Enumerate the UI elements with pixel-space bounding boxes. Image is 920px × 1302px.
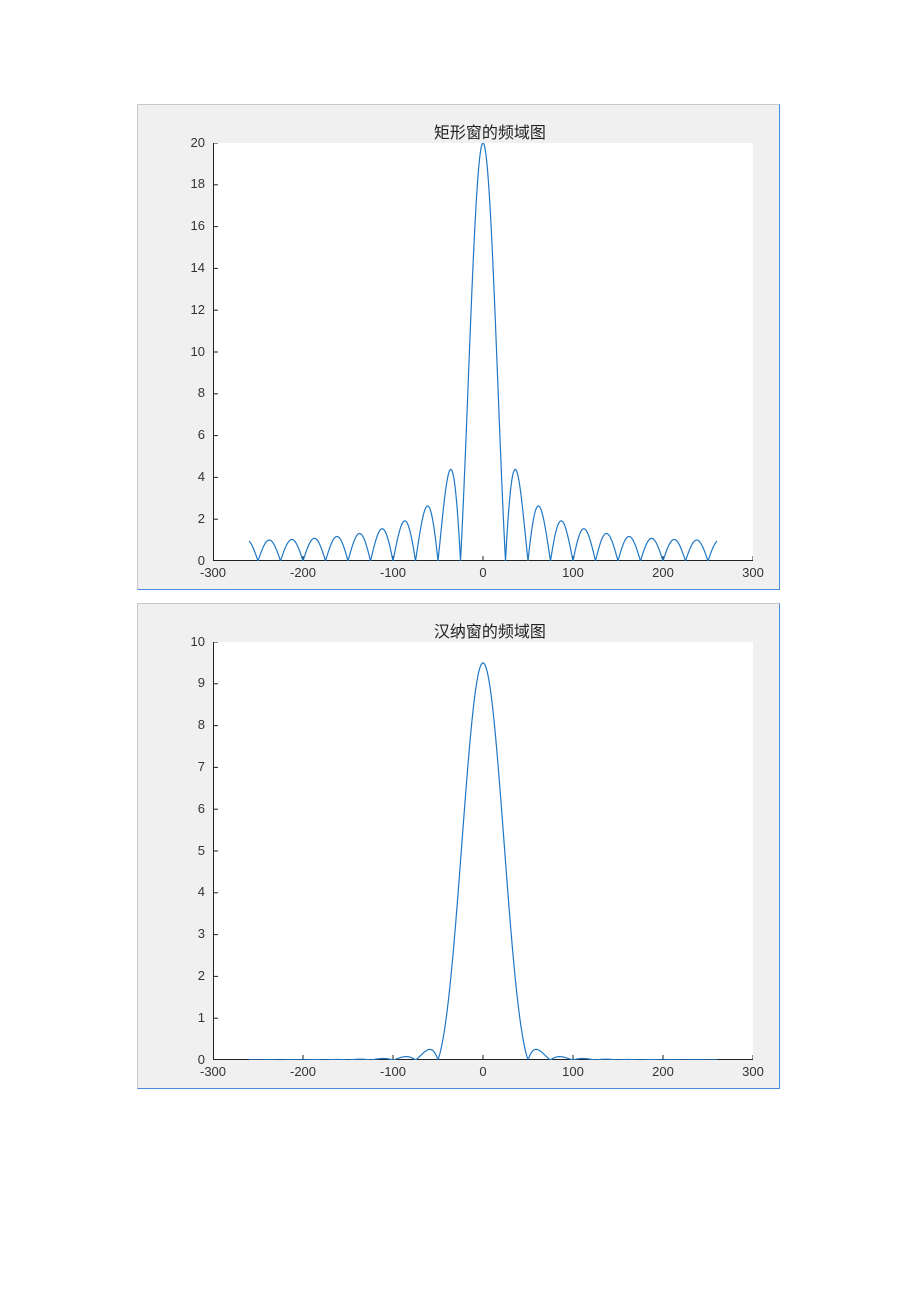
y-tick-label: 5 bbox=[198, 843, 205, 858]
y-tick-label: 10 bbox=[191, 344, 205, 359]
x-tick-label: -300 bbox=[188, 565, 238, 580]
series-line bbox=[249, 663, 717, 1060]
x-tick-label: 200 bbox=[638, 1064, 688, 1079]
y-tick-label: 4 bbox=[198, 469, 205, 484]
y-tick-label: 10 bbox=[191, 634, 205, 649]
plot-area-rect bbox=[213, 143, 753, 561]
x-tick-label: 300 bbox=[728, 1064, 778, 1079]
y-tick-label: 18 bbox=[191, 176, 205, 191]
y-tick-label: 7 bbox=[198, 759, 205, 774]
chart-panel-rect: 矩形窗的频域图 -300 -200 -100 0 100 200 300 0 2 4 6 8 10 12 1… bbox=[137, 104, 780, 590]
y-tick-label: 4 bbox=[198, 884, 205, 899]
page: 矩形窗的频域图 -300-200-10001002003000246810121… bbox=[0, 0, 920, 1302]
x-tick-label: -100 bbox=[368, 565, 418, 580]
y-tick-label: 6 bbox=[198, 801, 205, 816]
y-tick-label: 0 bbox=[198, 1052, 205, 1067]
y-tick-label: 8 bbox=[198, 385, 205, 400]
y-tick-label: 16 bbox=[191, 218, 205, 233]
y-tick-label: 1 bbox=[198, 1010, 205, 1025]
y-tick-label: 14 bbox=[191, 260, 205, 275]
x-tick-label: 0 bbox=[458, 1064, 508, 1079]
x-tick-label: -300 bbox=[188, 1064, 238, 1079]
y-tick-label: 20 bbox=[191, 135, 205, 150]
y-tick-label: 6 bbox=[198, 427, 205, 442]
x-tick-label: -100 bbox=[368, 1064, 418, 1079]
x-tick-label: 100 bbox=[548, 565, 598, 580]
x-tick-label: 200 bbox=[638, 565, 688, 580]
chart-panel-hann: 汉纳窗的频域图 -300 -200 -100 0 100 200 300 0 1 2 3 4 5 6 7 8 9… bbox=[137, 603, 780, 1089]
plot-svg-hann bbox=[213, 642, 753, 1060]
y-tick-label: 3 bbox=[198, 926, 205, 941]
y-tick-label: 2 bbox=[198, 511, 205, 526]
x-tick-label: 100 bbox=[548, 1064, 598, 1079]
x-tick-label: -200 bbox=[278, 565, 328, 580]
y-tick-label: 9 bbox=[198, 675, 205, 690]
y-tick-label: 0 bbox=[198, 553, 205, 568]
x-tick-label: 0 bbox=[458, 565, 508, 580]
chart-title-rect: 矩形窗的频域图 bbox=[434, 119, 546, 143]
y-tick-label: 12 bbox=[191, 302, 205, 317]
x-tick-label: 300 bbox=[728, 565, 778, 580]
y-tick-label: 2 bbox=[198, 968, 205, 983]
chart-title-hann: 汉纳窗的频域图 bbox=[434, 618, 546, 642]
x-tick-label: -200 bbox=[278, 1064, 328, 1079]
plot-svg-rect bbox=[213, 143, 753, 561]
plot-area-hann bbox=[213, 642, 753, 1060]
series-line bbox=[249, 143, 717, 561]
y-tick-label: 8 bbox=[198, 717, 205, 732]
